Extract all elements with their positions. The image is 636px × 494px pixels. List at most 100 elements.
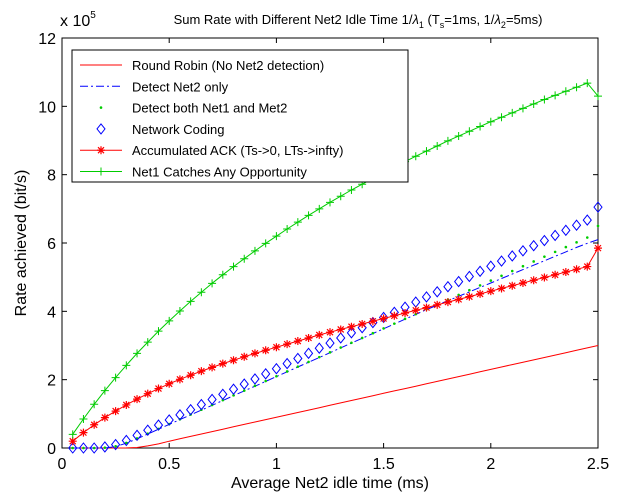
data-point <box>261 346 270 355</box>
data-point <box>347 186 356 195</box>
data-point <box>518 278 527 287</box>
data-point <box>326 328 334 337</box>
legend-marker <box>97 167 105 176</box>
data-point <box>143 424 153 437</box>
legend-marker <box>97 146 105 155</box>
legend-entries: Round Robin (No Net2 detection) Detect Ne… <box>80 58 343 180</box>
data-point <box>486 260 496 273</box>
data-point <box>518 245 528 257</box>
x-tick-label: 2 <box>486 456 495 473</box>
data-point <box>175 306 184 315</box>
data-point <box>175 409 185 421</box>
data-point <box>239 378 249 390</box>
data-point <box>571 219 582 232</box>
x-tick-label: 2.5 <box>587 456 609 473</box>
data-point <box>82 446 85 450</box>
data-point <box>561 268 570 277</box>
legend-entry: Net1 Catches Any Opportunity <box>80 165 307 180</box>
data-point <box>328 351 332 354</box>
data-point <box>368 317 377 326</box>
data-point <box>68 430 77 439</box>
data-point <box>454 132 463 141</box>
data-point <box>285 370 289 373</box>
data-point <box>196 398 207 411</box>
data-point <box>540 95 549 104</box>
data-point <box>507 250 517 262</box>
data-point <box>489 279 493 282</box>
data-point <box>475 265 485 278</box>
data-point <box>253 384 257 388</box>
data-point <box>154 327 163 336</box>
series-6 <box>68 79 602 439</box>
data-point <box>208 279 217 288</box>
series-line <box>72 345 599 449</box>
data-point <box>443 298 452 307</box>
data-point <box>221 398 225 402</box>
data-point <box>550 229 560 242</box>
x-tick-label: 1 <box>272 456 281 473</box>
data-point <box>92 446 96 450</box>
series-4 <box>68 201 603 454</box>
data-point <box>350 341 353 345</box>
data-point <box>465 292 474 301</box>
data-point <box>143 389 152 398</box>
data-point <box>582 214 592 226</box>
data-point <box>307 360 310 364</box>
series-5 <box>68 244 602 446</box>
data-point <box>110 438 121 451</box>
data-point <box>133 395 142 404</box>
data-point <box>561 87 570 96</box>
data-point <box>315 204 324 213</box>
data-point <box>132 429 142 442</box>
data-point <box>453 275 464 288</box>
y-multiplier: x 105 <box>60 10 96 30</box>
data-point <box>315 330 324 339</box>
data-point <box>272 232 281 241</box>
y-tick-label: 0 <box>47 441 56 458</box>
data-point <box>103 446 107 449</box>
data-point <box>532 260 535 263</box>
data-point <box>422 303 431 312</box>
data-point <box>271 362 282 375</box>
data-point <box>326 198 334 207</box>
data-point <box>71 446 75 450</box>
x-tick-label: 0 <box>58 456 67 473</box>
data-point <box>232 394 235 397</box>
data-point <box>89 442 99 454</box>
data-point <box>218 388 228 401</box>
data-point <box>250 246 259 255</box>
legend-entry: Network Coding <box>96 122 225 137</box>
data-point <box>433 141 442 150</box>
data-point <box>133 349 142 358</box>
x-tick-label: 0.5 <box>158 456 180 473</box>
data-point <box>421 291 432 303</box>
data-point <box>390 311 399 320</box>
data-point <box>175 375 184 384</box>
data-point <box>293 337 302 346</box>
data-point <box>508 281 517 290</box>
data-point <box>496 255 507 267</box>
data-point <box>529 99 538 108</box>
data-point <box>165 316 174 325</box>
data-point <box>272 343 281 352</box>
legend-box <box>71 49 409 183</box>
data-point <box>125 441 128 445</box>
data-point <box>264 379 267 383</box>
data-point <box>583 79 592 88</box>
data-point <box>510 269 514 273</box>
x-tick-label: 1.5 <box>372 456 394 473</box>
data-point <box>261 368 271 380</box>
data-point <box>283 224 292 233</box>
data-point <box>336 325 345 334</box>
data-point <box>207 393 217 406</box>
data-point <box>90 420 99 429</box>
data-point <box>121 434 131 447</box>
y-tick-label: 4 <box>47 304 56 321</box>
data-point <box>164 414 174 426</box>
data-point <box>360 336 364 340</box>
data-point <box>153 419 164 431</box>
data-point <box>79 428 88 437</box>
data-point <box>228 383 239 396</box>
y-axis-label: Rate achieved (bit/s) <box>13 170 30 317</box>
legend-entry: Accumulated ACK (Ts->0, LTs->infty) <box>80 143 343 158</box>
